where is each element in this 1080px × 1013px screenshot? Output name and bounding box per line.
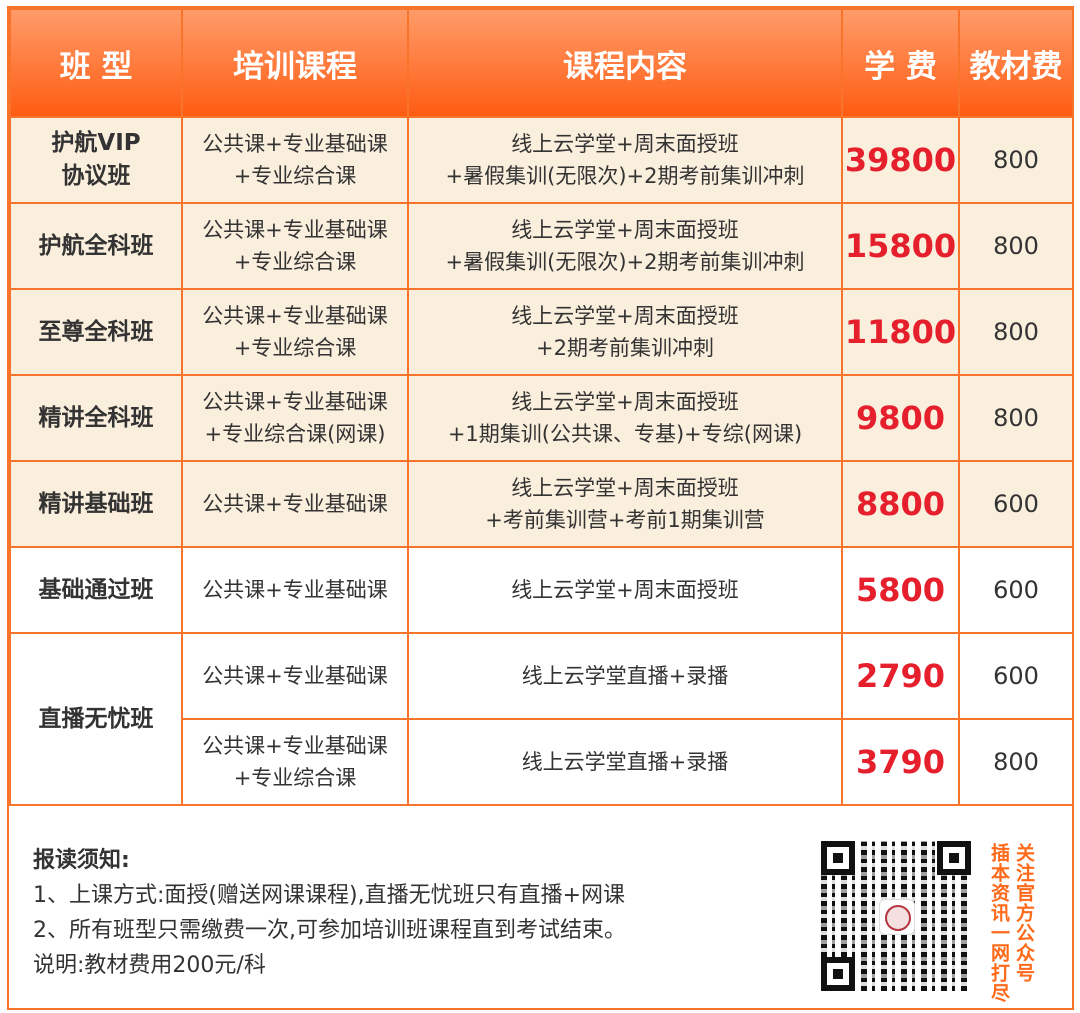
class-name-line: 精讲基础班	[38, 490, 154, 517]
tuition-fee: 15800	[841, 202, 960, 290]
tuition-fee: 9800	[841, 374, 960, 462]
tuition-fee: 8800	[841, 460, 960, 548]
content: 线上云学堂+周末面授班	[407, 546, 843, 634]
table-row: 精讲基础班 公共课+专业基础课 线上云学堂+周末面授班 +考前集训营+考前1期集训营 8…	[9, 460, 1074, 548]
content-line: +2期考前集训冲刺	[536, 336, 714, 360]
class-name-line: 基础通过班	[38, 576, 154, 603]
courses-line: 公共课+专业基础课	[202, 390, 388, 414]
class-name-line: 协议班	[61, 163, 131, 189]
column-header: 学 费	[841, 8, 960, 118]
table-row: 至尊全科班 公共课+专业基础课 +专业综合课 线上云学堂+周末面授班 +2期考前集训冲刺…	[9, 288, 1074, 376]
class-name: 护航VIP 协议班	[9, 116, 183, 204]
class-name: 至尊全科班	[9, 288, 183, 376]
notes-section: 报读须知: 1、上课方式:面授(赠送网课课程),直播无忧班只有直播+网课 2、所…	[9, 821, 1072, 1008]
table-row: 精讲全科班 公共课+专业基础课 +专业综合课(网课) 线上云学堂+周末面授班 +1期集训…	[9, 374, 1074, 462]
content-line: +暑假集训(无限次)+2期考前集训冲刺	[445, 250, 805, 274]
note-remark: 说明:教材费用200元/科	[33, 953, 266, 978]
tuition-fee: 39800	[841, 116, 960, 204]
tuition-fee: 3790	[841, 718, 960, 806]
content-line: 线上云学堂+周末面授班	[511, 390, 739, 414]
textbook-fee: 800	[958, 718, 1074, 806]
qr-caption-left: 插本资讯一网打尽	[988, 843, 1010, 1003]
class-name: 精讲基础班	[9, 460, 183, 548]
textbook-fee: 600	[958, 546, 1074, 634]
textbook-fee: 800	[958, 374, 1074, 462]
table-row: 公共课+专业基础课 +专业综合课 线上云学堂直播+录播 3790 800	[10, 718, 1074, 806]
courses-line: +专业综合课	[233, 766, 357, 790]
notes-title: 报读须知:	[33, 848, 130, 873]
courses-line: 公共课+专业基础课	[202, 218, 388, 242]
textbook-fee: 800	[958, 116, 1074, 204]
class-name: 精讲全科班	[9, 374, 183, 462]
courses: 公共课+专业基础课	[181, 632, 409, 720]
content: 线上云学堂直播+录播	[407, 632, 843, 720]
class-name-line: 精讲全科班	[38, 404, 154, 431]
content-line: 线上云学堂+周末面授班	[511, 476, 739, 500]
courses-line: 公共课+专业基础课	[202, 492, 388, 516]
content-line: 线上云学堂+周末面授班	[511, 132, 739, 156]
content: 线上云学堂+周末面授班 +暑假集训(无限次)+2期考前集训冲刺	[407, 116, 843, 204]
content: 线上云学堂直播+录播	[407, 718, 843, 806]
courses-line: 公共课+专业基础课	[202, 132, 388, 156]
courses-line: 公共课+专业基础课	[202, 304, 388, 328]
column-header: 教材费	[958, 8, 1074, 118]
column-header: 班 型	[9, 8, 183, 118]
content-line: 线上云学堂+周末面授班	[511, 304, 739, 328]
content: 线上云学堂+周末面授班 +1期集训(公共课、专基)+专综(网课)	[407, 374, 843, 462]
courses-line: +专业综合课	[233, 336, 357, 360]
qr-code-icon	[821, 841, 971, 991]
courses: 公共课+专业基础课 +专业综合课(网课)	[181, 374, 409, 462]
content: 线上云学堂+周末面授班 +2期考前集训冲刺	[407, 288, 843, 376]
note-item: 2、所有班型只需缴费一次,可参加培训班课程直到考试结束。	[33, 918, 626, 943]
table-row: 直播无忧班 公共课+专业基础课 线上云学堂直播+录播 2790 600	[9, 632, 1074, 806]
textbook-fee: 800	[958, 202, 1074, 290]
class-name: 基础通过班	[9, 546, 183, 634]
notes: 报读须知: 1、上课方式:面授(赠送网课课程),直播无忧班只有直播+网课 2、所…	[33, 843, 626, 983]
pricing-table-frame: 班 型培训课程 课程内容学 费教材费 护航VIP 协议班 公共课+专业基础课 +专业综合…	[7, 6, 1074, 1010]
content-line: +1期集训(公共课、专基)+专综(网课)	[447, 422, 803, 446]
table-row: 护航VIP 协议班 公共课+专业基础课 +专业综合课 线上云学堂+周末面授班 +暑假集训(…	[9, 116, 1074, 204]
courses-line: +专业综合课(网课)	[204, 422, 386, 446]
class-name-line: 至尊全科班	[38, 318, 154, 345]
courses: 公共课+专业基础课	[181, 460, 409, 548]
courses-line: +专业综合课	[233, 164, 357, 188]
courses: 公共课+专业基础课 +专业综合课	[181, 116, 409, 204]
courses-line: 公共课+专业基础课	[202, 578, 388, 602]
tuition-fee: 11800	[841, 288, 960, 376]
courses-line: +专业综合课	[233, 250, 357, 274]
content-line: 线上云学堂+周末面授班	[511, 218, 739, 242]
textbook-fee: 800	[958, 288, 1074, 376]
courses-line: 公共课+专业基础课	[202, 664, 388, 688]
class-name: 护航全科班	[9, 202, 183, 290]
table-row: 基础通过班 公共课+专业基础课 线上云学堂+周末面授班 5800 600	[9, 546, 1074, 634]
qr-caption-right: 关注官方公众号	[1013, 843, 1035, 983]
table-row: 护航全科班 公共课+专业基础课 +专业综合课 线上云学堂+周末面授班 +暑假集训(无限次…	[9, 202, 1074, 290]
logo-icon	[879, 899, 915, 935]
courses: 公共课+专业基础课	[181, 546, 409, 634]
content-line: +暑假集训(无限次)+2期考前集训冲刺	[445, 164, 805, 188]
class-name-line: 护航全科班	[38, 232, 154, 259]
column-header: 课程内容	[407, 8, 843, 118]
class-name: 直播无忧班	[9, 632, 183, 806]
content-line: 线上云学堂+周末面授班	[511, 578, 739, 602]
pricing-table: 班 型培训课程 课程内容学 费教材费 护航VIP 协议班 公共课+专业基础课 +专业综合…	[9, 8, 1074, 806]
tuition-fee: 5800	[841, 546, 960, 634]
content-line: +考前集训营+考前1期集训营	[485, 508, 765, 532]
textbook-fee: 600	[958, 632, 1074, 720]
courses: 公共课+专业基础课 +专业综合课	[181, 202, 409, 290]
class-name-line: 护航VIP	[51, 130, 141, 156]
tuition-fee: 2790	[841, 632, 960, 720]
column-header: 培训课程	[181, 8, 409, 118]
content: 线上云学堂+周末面授班 +暑假集训(无限次)+2期考前集训冲刺	[407, 202, 843, 290]
content-line: 线上云学堂直播+录播	[521, 750, 729, 774]
note-item: 1、上课方式:面授(赠送网课课程),直播无忧班只有直播+网课	[33, 883, 626, 908]
courses: 公共课+专业基础课 +专业综合课	[181, 288, 409, 376]
courses-line: 公共课+专业基础课	[202, 734, 388, 758]
content: 线上云学堂+周末面授班 +考前集训营+考前1期集训营	[407, 460, 843, 548]
courses: 公共课+专业基础课 +专业综合课	[181, 718, 409, 806]
content-line: 线上云学堂直播+录播	[521, 664, 729, 688]
class-name-line: 直播无忧班	[38, 705, 154, 732]
textbook-fee: 600	[958, 460, 1074, 548]
